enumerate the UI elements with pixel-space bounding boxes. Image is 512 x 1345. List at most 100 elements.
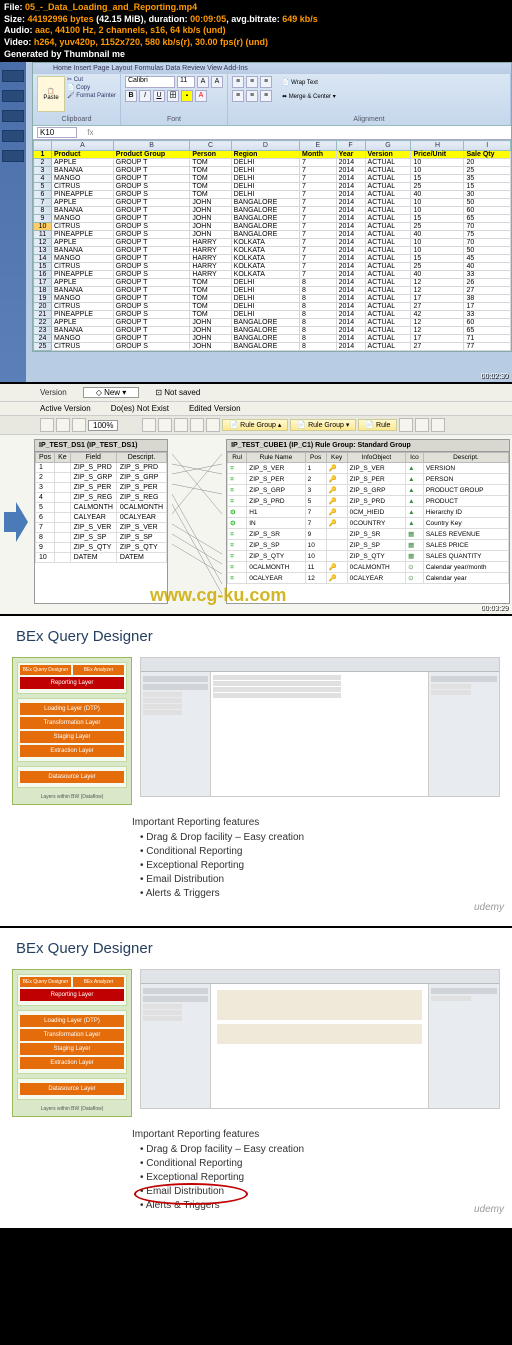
ds-cell[interactable]: 0CALMONTH xyxy=(116,503,166,513)
data-cell[interactable]: JOHN xyxy=(190,207,231,215)
data-cell[interactable]: DELHI xyxy=(231,191,299,199)
grow-font-icon[interactable]: A xyxy=(197,76,209,88)
font-name-select[interactable]: Calibri xyxy=(125,76,175,88)
data-cell[interactable]: JOHN xyxy=(190,223,231,231)
data-cell[interactable]: 70 xyxy=(464,239,511,247)
cube-cell[interactable]: ZIP_S_PER xyxy=(347,474,405,485)
data-cell[interactable]: 10 xyxy=(411,199,464,207)
data-cell[interactable]: ACTUAL xyxy=(365,167,411,175)
tool-icon[interactable] xyxy=(190,418,204,432)
cube-cell[interactable]: 2 xyxy=(305,474,326,485)
ds-cell[interactable] xyxy=(55,513,71,523)
data-cell[interactable]: GROUP T xyxy=(113,327,190,335)
ds-cell[interactable]: 2 xyxy=(36,473,55,483)
copy-button[interactable]: 📄 Copy xyxy=(67,84,116,91)
cube-cell[interactable]: 🔑 xyxy=(326,496,347,507)
ds-cell[interactable]: 8 xyxy=(36,533,55,543)
align-center-icon[interactable]: ≡ xyxy=(246,90,258,102)
data-cell[interactable]: MANGO xyxy=(52,215,114,223)
data-cell[interactable]: 8 xyxy=(300,319,337,327)
data-cell[interactable]: HARRY xyxy=(190,255,231,263)
data-cell[interactable]: APPLE xyxy=(52,199,114,207)
cube-cell[interactable] xyxy=(326,540,347,551)
data-cell[interactable]: 7 xyxy=(300,247,337,255)
ribbon-tabs[interactable]: Home Insert Page Layout Formulas Data Re… xyxy=(33,63,511,74)
data-cell[interactable]: 27 xyxy=(464,287,511,295)
data-cell[interactable]: HARRY xyxy=(190,271,231,279)
data-cell[interactable]: KOLKATA xyxy=(231,239,299,247)
italic-button[interactable]: I xyxy=(139,90,151,102)
data-cell[interactable]: GROUP T xyxy=(113,319,190,327)
data-cell[interactable]: 2014 xyxy=(336,343,365,351)
col-header[interactable]: A xyxy=(52,141,114,151)
data-cell[interactable]: BANGALORE xyxy=(231,207,299,215)
header-cell[interactable]: Person xyxy=(190,151,231,159)
cube-cell[interactable]: 🔑 xyxy=(326,463,347,474)
data-cell[interactable]: 7 xyxy=(300,239,337,247)
cube-cell[interactable]: ▦ xyxy=(406,540,424,551)
row-number[interactable]: 6 xyxy=(34,191,52,199)
data-cell[interactable]: ACTUAL xyxy=(365,343,411,351)
row-number[interactable]: 13 xyxy=(34,247,52,255)
col-header[interactable]: I xyxy=(464,141,511,151)
data-cell[interactable]: ACTUAL xyxy=(365,303,411,311)
data-cell[interactable]: 2014 xyxy=(336,159,365,167)
cube-cell[interactable]: ZIP_S_GRP xyxy=(347,485,405,496)
cube-cell[interactable]: Calendar year/month xyxy=(423,562,508,573)
data-cell[interactable]: GROUP S xyxy=(113,223,190,231)
cube-cell[interactable]: ZIP_S_GRP xyxy=(247,485,305,496)
row-number[interactable]: 19 xyxy=(34,295,52,303)
data-cell[interactable]: ACTUAL xyxy=(365,231,411,239)
data-cell[interactable]: ACTUAL xyxy=(365,271,411,279)
data-cell[interactable]: 12 xyxy=(411,327,464,335)
data-cell[interactable]: KOLKATA xyxy=(231,247,299,255)
cube-cell[interactable]: ▲ xyxy=(406,507,424,518)
ds-cell[interactable]: ZIP_S_PRD xyxy=(116,463,166,473)
data-cell[interactable]: 15 xyxy=(411,255,464,263)
ds-cell[interactable]: ZIP_S_REG xyxy=(116,493,166,503)
cube-cell[interactable]: = xyxy=(228,573,247,584)
rule-button[interactable]: 📄 Rule xyxy=(358,419,397,431)
cube-cell[interactable]: ⊙ xyxy=(228,507,247,518)
col-header[interactable] xyxy=(34,141,52,151)
paste-button[interactable]: 📋Paste xyxy=(37,76,65,112)
data-cell[interactable]: 27 xyxy=(411,303,464,311)
data-cell[interactable]: 12 xyxy=(411,287,464,295)
ds-cell[interactable]: 4 xyxy=(36,493,55,503)
data-cell[interactable]: 2014 xyxy=(336,183,365,191)
header-cell[interactable]: Price/Unit xyxy=(411,151,464,159)
data-cell[interactable]: JOHN xyxy=(190,199,231,207)
data-cell[interactable]: TOM xyxy=(190,183,231,191)
data-cell[interactable]: GROUP T xyxy=(113,167,190,175)
name-box[interactable]: K10 fx xyxy=(33,126,511,140)
header-cell[interactable]: Sale Qty xyxy=(464,151,511,159)
data-cell[interactable]: 2014 xyxy=(336,319,365,327)
data-cell[interactable]: 7 xyxy=(300,191,337,199)
data-cell[interactable]: ACTUAL xyxy=(365,327,411,335)
cube-cell[interactable]: 7 xyxy=(305,518,326,529)
cube-cell[interactable]: ⊙ xyxy=(406,573,424,584)
ds-cell[interactable]: ZIP_S_REG xyxy=(70,493,116,503)
col-header[interactable]: F xyxy=(336,141,365,151)
ds-cell[interactable]: 7 xyxy=(36,523,55,533)
ds-cell[interactable] xyxy=(55,523,71,533)
data-cell[interactable]: PINEAPPLE xyxy=(52,311,114,319)
data-cell[interactable]: BANANA xyxy=(52,247,114,255)
data-cell[interactable]: GROUP T xyxy=(113,175,190,183)
tool-icon[interactable] xyxy=(174,418,188,432)
row-number[interactable]: 11 xyxy=(34,231,52,239)
data-cell[interactable]: ACTUAL xyxy=(365,247,411,255)
row-number[interactable]: 18 xyxy=(34,287,52,295)
data-cell[interactable]: 70 xyxy=(464,223,511,231)
data-cell[interactable]: PINEAPPLE xyxy=(52,231,114,239)
data-cell[interactable]: TOM xyxy=(190,279,231,287)
cube-cell[interactable]: ▲ xyxy=(406,518,424,529)
data-cell[interactable]: GROUP T xyxy=(113,207,190,215)
cube-cell[interactable]: 0COUNTRY xyxy=(347,518,405,529)
data-cell[interactable]: 2014 xyxy=(336,255,365,263)
row-number[interactable]: 8 xyxy=(34,207,52,215)
data-cell[interactable]: JOHN xyxy=(190,343,231,351)
data-cell[interactable]: 38 xyxy=(464,295,511,303)
cube-cell[interactable]: ⊙ xyxy=(406,562,424,573)
data-cell[interactable]: ACTUAL xyxy=(365,175,411,183)
